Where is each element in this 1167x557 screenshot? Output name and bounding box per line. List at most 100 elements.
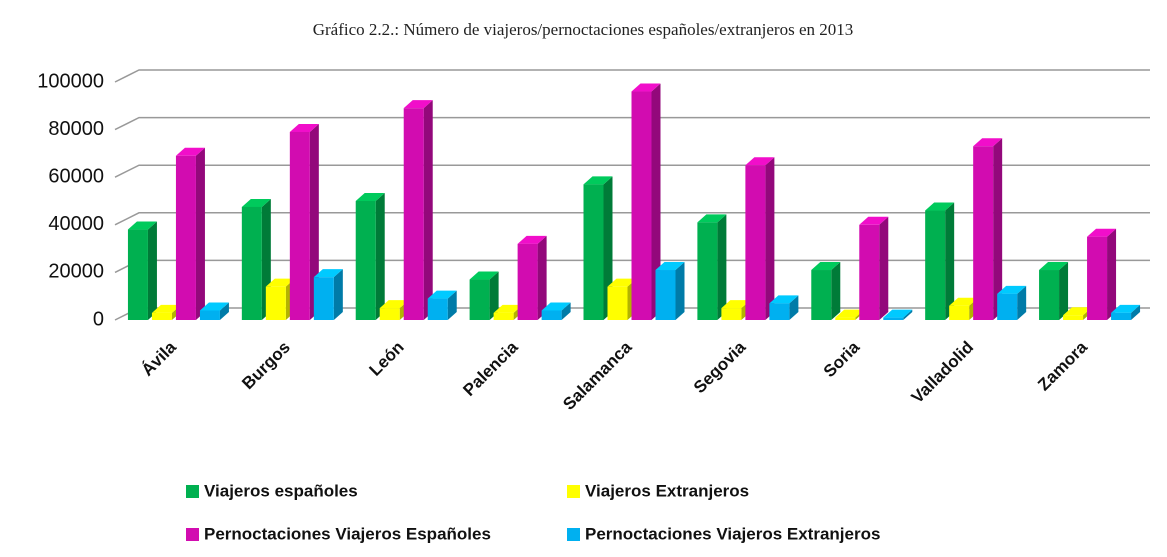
bar <box>631 91 652 321</box>
bar <box>583 184 604 320</box>
bar-group <box>925 202 955 320</box>
bar-side <box>879 216 889 320</box>
bar-top <box>583 176 613 185</box>
bar <box>607 286 628 320</box>
bar-group <box>127 221 157 320</box>
legend-label: Pernoctaciones Viajeros Españoles <box>204 524 491 543</box>
bar-group <box>697 214 727 320</box>
bar-group <box>175 147 205 320</box>
bar-top <box>517 235 547 244</box>
bar-group <box>1111 304 1141 320</box>
y-tick-label: 40000 <box>48 213 104 235</box>
bar-side <box>945 202 955 320</box>
bar-side <box>147 221 157 320</box>
bar-group <box>769 295 799 320</box>
bar-top <box>379 300 409 309</box>
bar <box>313 277 334 320</box>
bar <box>289 131 310 320</box>
bar <box>883 317 904 320</box>
bar-group <box>973 138 1003 320</box>
bar-top <box>883 309 913 318</box>
chart-title: Gráfico 2.2.: Número de viajeros/pernoct… <box>313 20 854 39</box>
bar <box>403 108 424 321</box>
bar-top <box>925 202 955 211</box>
bar <box>997 293 1018 320</box>
bar-side <box>831 262 841 320</box>
bar <box>379 308 400 320</box>
bar-group <box>289 123 319 320</box>
bar-top <box>427 290 457 299</box>
y-tick-label: 20000 <box>48 261 104 283</box>
bar-group <box>997 285 1027 320</box>
bar <box>925 210 946 320</box>
y-tick-label: 100000 <box>37 70 104 92</box>
grid-line <box>114 212 1150 226</box>
bar-top <box>949 297 979 306</box>
legend-swatch <box>567 528 580 541</box>
bar <box>241 206 262 320</box>
bar-top <box>811 262 841 271</box>
bar-group <box>313 269 343 320</box>
grid-line <box>114 116 1150 131</box>
bar-top <box>241 198 271 207</box>
bar-group <box>745 157 775 320</box>
bar <box>721 308 742 320</box>
bar-side <box>537 235 547 320</box>
bar-top <box>175 147 205 156</box>
bar-group <box>517 235 547 320</box>
bar <box>973 146 994 320</box>
legend-label: Viajeros españoles <box>204 481 358 500</box>
bar-top <box>859 216 889 225</box>
x-tick-label: Zamora <box>1034 337 1091 394</box>
bar-side <box>1107 228 1117 320</box>
legend-swatch <box>186 485 199 498</box>
bar-group <box>199 302 229 320</box>
bar-top <box>631 83 661 92</box>
bar <box>859 224 880 320</box>
x-tick-label: Soria <box>820 337 864 381</box>
bar-side <box>489 271 499 320</box>
bar <box>769 303 790 320</box>
x-tick-label: Burgos <box>238 338 294 394</box>
grid-line <box>114 69 1150 83</box>
bar-top <box>1087 228 1117 237</box>
bar-group <box>469 271 499 320</box>
bar-top <box>835 309 865 318</box>
bar <box>655 270 676 320</box>
bar-side <box>219 302 229 320</box>
bar-side <box>309 123 319 320</box>
bar-top <box>1063 307 1093 316</box>
bar-side <box>675 262 685 320</box>
bar <box>811 270 832 320</box>
bar <box>1039 270 1060 320</box>
bar-top <box>403 100 433 109</box>
bar-top <box>265 278 295 287</box>
grid-line <box>114 164 1150 178</box>
bar-top <box>199 302 229 311</box>
bar-top <box>1111 304 1141 313</box>
bar-top <box>769 295 799 304</box>
bar-side <box>1131 304 1141 320</box>
y-tick-label: 60000 <box>48 165 104 187</box>
y-tick-label: 0 <box>93 308 104 330</box>
bar <box>1063 315 1084 320</box>
bar <box>127 229 148 320</box>
bar-top <box>127 221 157 230</box>
bar-side <box>765 157 775 320</box>
bar <box>493 312 514 320</box>
bar-top <box>973 138 1003 147</box>
bar-top <box>745 157 775 166</box>
bar-top <box>313 269 343 278</box>
bar-side <box>789 295 799 320</box>
bar-side <box>1059 262 1069 320</box>
bar <box>151 312 172 320</box>
bar-group <box>583 176 613 320</box>
bar-side <box>1017 285 1027 320</box>
legend-swatch <box>186 528 199 541</box>
bar <box>517 243 538 320</box>
bar <box>541 310 562 320</box>
bar <box>1087 236 1108 320</box>
bar <box>745 165 766 320</box>
bar-side <box>903 309 913 320</box>
